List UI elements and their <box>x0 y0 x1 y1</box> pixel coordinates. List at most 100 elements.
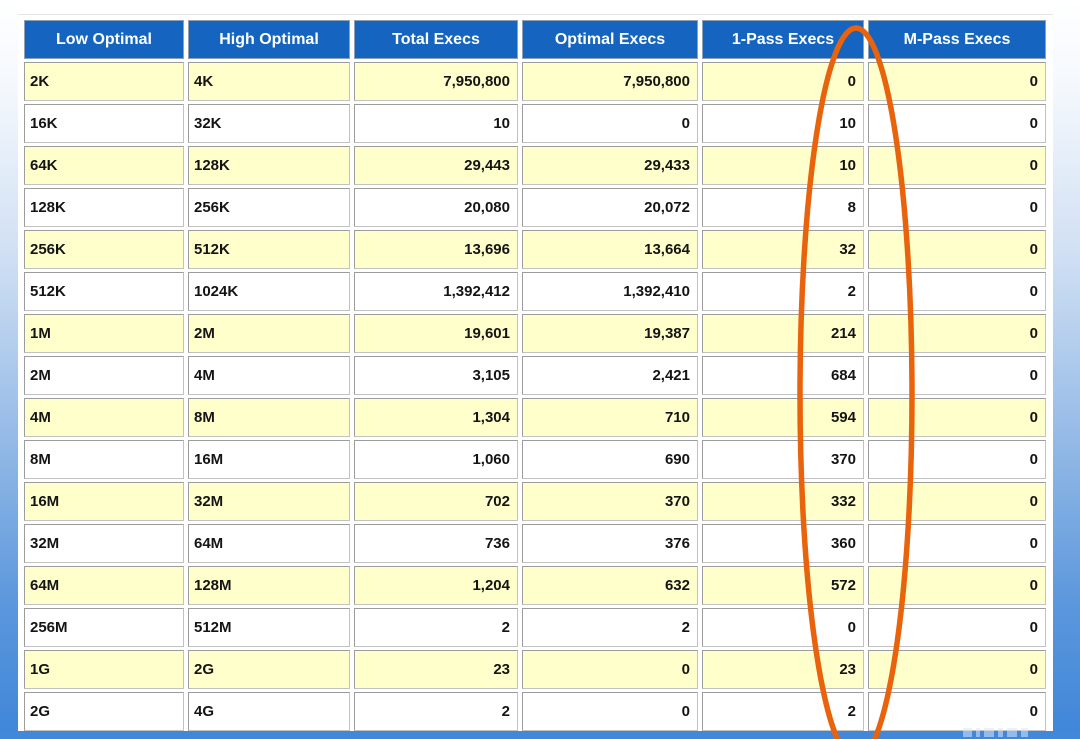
cell-r7-c4: 684 <box>702 356 864 395</box>
cell-r11-c1: 64M <box>188 524 350 563</box>
cell-r7-c3: 2,421 <box>522 356 698 395</box>
cell-r2-c5: 0 <box>868 146 1046 185</box>
table-row: 2K 4K 7,950,800 7,950,800 0 0 <box>24 62 1046 101</box>
cell-r11-c5: 0 <box>868 524 1046 563</box>
cell-r10-c0: 16M <box>24 482 184 521</box>
cell-r5-c4: 2 <box>702 272 864 311</box>
cell-r13-c5: 0 <box>868 608 1046 647</box>
cell-r5-c5: 0 <box>868 272 1046 311</box>
cell-r13-c4: 0 <box>702 608 864 647</box>
cell-r15-c3: 0 <box>522 692 698 731</box>
table-row: 16M 32M 702 370 332 0 <box>24 482 1046 521</box>
cell-r2-c0: 64K <box>24 146 184 185</box>
cell-r0-c2: 7,950,800 <box>354 62 518 101</box>
table-row: 8M 16M 1,060 690 370 0 <box>24 440 1046 479</box>
cell-r13-c1: 512M <box>188 608 350 647</box>
cell-r14-c2: 23 <box>354 650 518 689</box>
table-row: 256K 512K 13,696 13,664 32 0 <box>24 230 1046 269</box>
cell-r11-c4: 360 <box>702 524 864 563</box>
cell-r15-c0: 2G <box>24 692 184 731</box>
cell-r11-c0: 32M <box>24 524 184 563</box>
cell-r1-c0: 16K <box>24 104 184 143</box>
cell-r2-c1: 128K <box>188 146 350 185</box>
cell-r1-c5: 0 <box>868 104 1046 143</box>
cell-r1-c2: 10 <box>354 104 518 143</box>
cell-r7-c0: 2M <box>24 356 184 395</box>
top-divider-line <box>18 14 1053 15</box>
cell-r10-c3: 370 <box>522 482 698 521</box>
table-row: 128K 256K 20,080 20,072 8 0 <box>24 188 1046 227</box>
cell-r13-c3: 2 <box>522 608 698 647</box>
column-header-low-optimal: Low Optimal <box>24 20 184 59</box>
cell-r1-c1: 32K <box>188 104 350 143</box>
cell-r10-c5: 0 <box>868 482 1046 521</box>
cell-r4-c0: 256K <box>24 230 184 269</box>
cell-r7-c2: 3,105 <box>354 356 518 395</box>
column-header-m-pass-execs: M-Pass Execs <box>868 20 1046 59</box>
cell-r4-c2: 13,696 <box>354 230 518 269</box>
cell-r4-c5: 0 <box>868 230 1046 269</box>
cell-r5-c3: 1,392,410 <box>522 272 698 311</box>
cell-r5-c1: 1024K <box>188 272 350 311</box>
table-row: 64M 128M 1,204 632 572 0 <box>24 566 1046 605</box>
cell-r9-c3: 690 <box>522 440 698 479</box>
table-row: 2G 4G 2 0 2 0 <box>24 692 1046 731</box>
table-row: 2M 4M 3,105 2,421 684 0 <box>24 356 1046 395</box>
cell-r14-c0: 1G <box>24 650 184 689</box>
cell-r2-c2: 29,443 <box>354 146 518 185</box>
cell-r15-c2: 2 <box>354 692 518 731</box>
cell-r6-c2: 19,601 <box>354 314 518 353</box>
cell-r4-c1: 512K <box>188 230 350 269</box>
cell-r7-c1: 4M <box>188 356 350 395</box>
cell-r3-c2: 20,080 <box>354 188 518 227</box>
cell-r3-c4: 8 <box>702 188 864 227</box>
cell-r9-c4: 370 <box>702 440 864 479</box>
cell-r1-c4: 10 <box>702 104 864 143</box>
cell-r4-c4: 32 <box>702 230 864 269</box>
cell-r8-c1: 8M <box>188 398 350 437</box>
cell-r13-c0: 256M <box>24 608 184 647</box>
cell-r6-c5: 0 <box>868 314 1046 353</box>
bottom-edge-bar <box>0 732 1080 739</box>
cell-r10-c1: 32M <box>188 482 350 521</box>
cell-r4-c3: 13,664 <box>522 230 698 269</box>
column-header-high-optimal: High Optimal <box>188 20 350 59</box>
table-row: 256M 512M 2 2 0 0 <box>24 608 1046 647</box>
cell-r2-c4: 10 <box>702 146 864 185</box>
cell-r5-c2: 1,392,412 <box>354 272 518 311</box>
table-row: 4M 8M 1,304 710 594 0 <box>24 398 1046 437</box>
cell-r6-c3: 19,387 <box>522 314 698 353</box>
cell-r8-c3: 710 <box>522 398 698 437</box>
cell-r3-c1: 256K <box>188 188 350 227</box>
cell-r12-c5: 0 <box>868 566 1046 605</box>
cell-r6-c1: 2M <box>188 314 350 353</box>
cell-r11-c2: 736 <box>354 524 518 563</box>
cell-r2-c3: 29,433 <box>522 146 698 185</box>
cell-r3-c5: 0 <box>868 188 1046 227</box>
cell-r1-c3: 0 <box>522 104 698 143</box>
cell-r12-c1: 128M <box>188 566 350 605</box>
cell-r14-c4: 23 <box>702 650 864 689</box>
cell-r10-c4: 332 <box>702 482 864 521</box>
cell-r0-c5: 0 <box>868 62 1046 101</box>
cell-r12-c2: 1,204 <box>354 566 518 605</box>
cell-r15-c5: 0 <box>868 692 1046 731</box>
cell-r0-c4: 0 <box>702 62 864 101</box>
cell-r9-c0: 8M <box>24 440 184 479</box>
cell-r8-c4: 594 <box>702 398 864 437</box>
cell-r14-c1: 2G <box>188 650 350 689</box>
cell-r11-c3: 376 <box>522 524 698 563</box>
cell-r9-c5: 0 <box>868 440 1046 479</box>
cell-r8-c5: 0 <box>868 398 1046 437</box>
cell-r12-c0: 64M <box>24 566 184 605</box>
column-header-total-execs: Total Execs <box>354 20 518 59</box>
histogram-table: Low Optimal High Optimal Total Execs Optima… <box>20 17 1050 734</box>
table-row: 16K 32K 10 0 10 0 <box>24 104 1046 143</box>
column-header-optimal-execs: Optimal Execs <box>522 20 698 59</box>
cell-r3-c3: 20,072 <box>522 188 698 227</box>
cell-r0-c0: 2K <box>24 62 184 101</box>
cell-r8-c0: 4M <box>24 398 184 437</box>
table-row: 32M 64M 736 376 360 0 <box>24 524 1046 563</box>
cell-r7-c5: 0 <box>868 356 1046 395</box>
